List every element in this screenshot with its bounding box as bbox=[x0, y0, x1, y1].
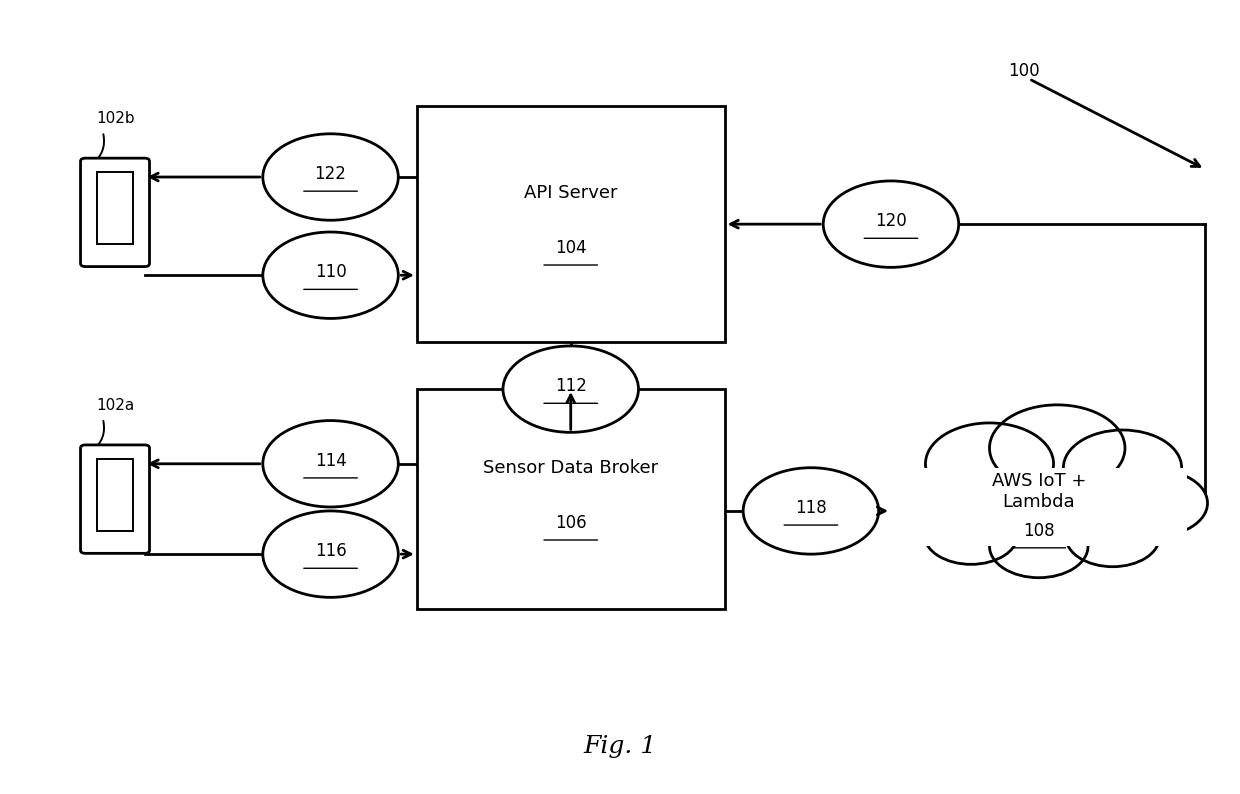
Ellipse shape bbox=[263, 134, 398, 220]
Text: 104: 104 bbox=[556, 239, 587, 256]
Ellipse shape bbox=[743, 468, 879, 554]
Circle shape bbox=[924, 505, 1018, 565]
Text: 110: 110 bbox=[315, 263, 346, 281]
Text: 118: 118 bbox=[795, 499, 827, 517]
Text: 102b: 102b bbox=[97, 111, 135, 126]
Text: AWS IoT +
Lambda: AWS IoT + Lambda bbox=[992, 472, 1086, 511]
Ellipse shape bbox=[263, 232, 398, 318]
Text: 112: 112 bbox=[554, 377, 587, 395]
Circle shape bbox=[895, 470, 998, 536]
Ellipse shape bbox=[823, 181, 959, 268]
Text: 116: 116 bbox=[315, 542, 346, 560]
FancyBboxPatch shape bbox=[81, 158, 150, 267]
Text: API Server: API Server bbox=[525, 183, 618, 202]
Circle shape bbox=[925, 423, 1054, 505]
Text: 114: 114 bbox=[315, 452, 346, 469]
Bar bbox=[892, 468, 1187, 546]
Bar bbox=[417, 106, 724, 342]
Circle shape bbox=[1064, 430, 1182, 506]
Bar bbox=[97, 172, 134, 244]
Ellipse shape bbox=[503, 346, 639, 433]
Text: Fig. 1: Fig. 1 bbox=[583, 735, 657, 758]
Circle shape bbox=[1104, 470, 1208, 536]
Bar bbox=[97, 459, 134, 530]
Circle shape bbox=[1066, 507, 1159, 567]
Circle shape bbox=[990, 405, 1125, 491]
Circle shape bbox=[990, 515, 1087, 578]
Text: 108: 108 bbox=[1023, 522, 1054, 540]
Ellipse shape bbox=[263, 421, 398, 507]
Text: 120: 120 bbox=[875, 212, 906, 230]
Text: Sensor Data Broker: Sensor Data Broker bbox=[484, 459, 658, 476]
Text: 122: 122 bbox=[315, 165, 346, 183]
FancyBboxPatch shape bbox=[81, 445, 150, 553]
Text: 102a: 102a bbox=[97, 398, 135, 413]
Text: 106: 106 bbox=[556, 514, 587, 532]
Bar bbox=[417, 389, 724, 609]
Ellipse shape bbox=[263, 511, 398, 597]
Text: 100: 100 bbox=[1008, 62, 1039, 80]
